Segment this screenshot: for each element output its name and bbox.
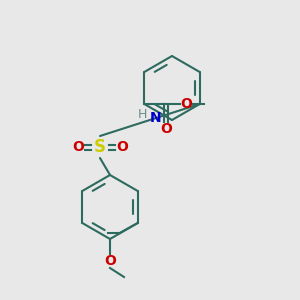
Text: H: H xyxy=(138,108,148,121)
Text: N: N xyxy=(150,111,162,125)
Text: S: S xyxy=(94,138,106,156)
Text: O: O xyxy=(180,97,192,111)
Text: O: O xyxy=(116,140,128,154)
Text: O: O xyxy=(104,254,116,268)
Text: O: O xyxy=(160,122,172,136)
Text: O: O xyxy=(72,140,84,154)
